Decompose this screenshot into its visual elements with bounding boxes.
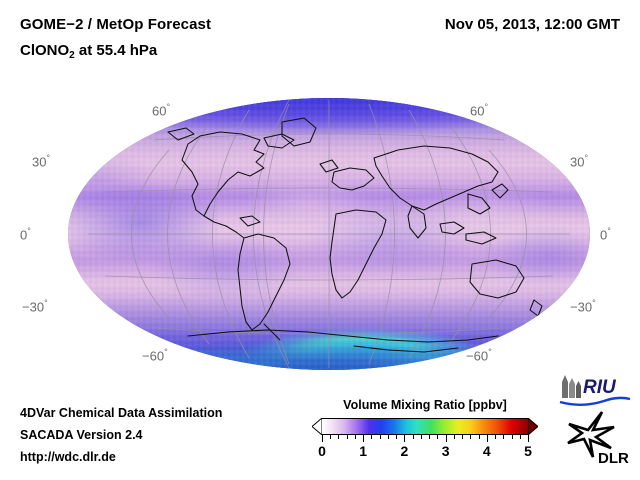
colorbar: Volume Mixing Ratio [ppbv] 0 1 2 3 4 5 <box>312 398 538 461</box>
species-name: ClONO <box>20 42 70 59</box>
species-level: at 55.4 hPa <box>74 42 158 59</box>
colorbar-extend-low-arrow <box>312 418 322 435</box>
species-subscript: 2 <box>69 50 75 61</box>
colorbar-tick-minor <box>412 435 414 439</box>
colorbar-tick-major <box>322 435 323 442</box>
colorbar-tick-labels: 0 1 2 3 4 5 <box>312 443 538 461</box>
page-title: GOME−2 / MetOp Forecast <box>20 16 212 33</box>
colorbar-tick-minor <box>354 435 356 439</box>
colorbar-tick-label: 3 <box>441 443 450 459</box>
colorbar-ticks <box>312 435 538 442</box>
colorbar-tick-major <box>486 435 488 442</box>
colorbar-extend-high-arrow <box>528 418 538 435</box>
credits-line-version: SACADA Version 2.4 <box>20 428 143 442</box>
lat-label-30n-left: 30° <box>32 153 51 170</box>
forecast-timestamp: Nov 05, 2013, 12:00 GMT <box>444 16 620 33</box>
map-graticule-and-coastlines <box>88 99 570 369</box>
colorbar-tick-label: 4 <box>482 443 491 459</box>
lat-label-0-left: 0° <box>20 226 31 243</box>
colorbar-tick-minor <box>511 435 513 439</box>
colorbar-tick-minor <box>371 435 373 439</box>
lat-label-60s-left: −60° <box>142 347 168 364</box>
colorbar-tick-minor <box>396 435 398 439</box>
lat-label-30n-right: 30° <box>570 153 589 170</box>
colorbar-tick-label: 2 <box>400 443 409 459</box>
colorbar-tick-minor <box>437 435 439 439</box>
lat-label-60n-left: 60° <box>152 102 171 119</box>
credits-block: 4DVar Chemical Data Assimilation SACADA … <box>20 402 222 468</box>
lat-label-30s-left: −30° <box>22 298 48 315</box>
colorbar-gradient <box>322 418 528 435</box>
colorbar-tick-major <box>404 435 406 442</box>
credits-line-method: 4DVar Chemical Data Assimilation <box>20 406 223 420</box>
riu-logo-text: RIU <box>583 377 617 398</box>
lat-label-30s-right: −30° <box>570 298 596 315</box>
colorbar-tick-minor <box>429 435 431 439</box>
colorbar-tick-major <box>363 435 365 442</box>
colorbar-tick-label: 5 <box>524 443 532 459</box>
colorbar-tick-minor <box>470 435 472 439</box>
riu-wave-icon <box>559 396 631 406</box>
colorbar-tick-minor <box>495 435 497 439</box>
global-map: 60° 30° 0° −30° −60° 60° 30° 0° −30° −60… <box>0 85 640 385</box>
colorbar-tick-minor <box>519 435 521 439</box>
dlr-mark-icon <box>567 411 615 458</box>
colorbar-tick-label: 1 <box>359 443 368 459</box>
species-subtitle: ClONO2 at 55.4 hPa <box>20 42 158 61</box>
colorbar-tick-minor <box>420 435 422 439</box>
colorbar-tick-minor <box>346 435 348 439</box>
colorbar-tick-major <box>528 435 529 442</box>
colorbar-tick-minor <box>503 435 505 439</box>
colorbar-tick-minor <box>387 435 389 439</box>
colorbar-shell <box>312 418 538 435</box>
colorbar-tick-minor <box>330 435 332 439</box>
colorbar-tick-minor <box>478 435 480 439</box>
colorbar-tick-major <box>445 435 447 442</box>
colorbar-tick-minor <box>379 435 381 439</box>
colorbar-tick-minor <box>453 435 455 439</box>
riu-logo: RIU <box>556 372 634 406</box>
colorbar-tick-label: 0 <box>318 443 326 459</box>
lat-label-60n-right: 60° <box>470 102 489 119</box>
credits-line-url[interactable]: http://wdc.dlr.de <box>20 450 116 464</box>
dlr-logo: DLR <box>562 410 636 467</box>
lat-label-60s-right: −60° <box>466 347 492 364</box>
colorbar-tick-minor <box>338 435 340 439</box>
coastlines <box>167 117 543 353</box>
colorbar-tick-minor <box>462 435 464 439</box>
dlr-logo-text: DLR <box>598 450 629 466</box>
colorbar-title: Volume Mixing Ratio [ppbv] <box>343 398 507 412</box>
mollweide-projection-globe <box>68 98 590 370</box>
lat-label-0-right: 0° <box>600 226 611 243</box>
riu-tower-icon <box>562 375 581 398</box>
